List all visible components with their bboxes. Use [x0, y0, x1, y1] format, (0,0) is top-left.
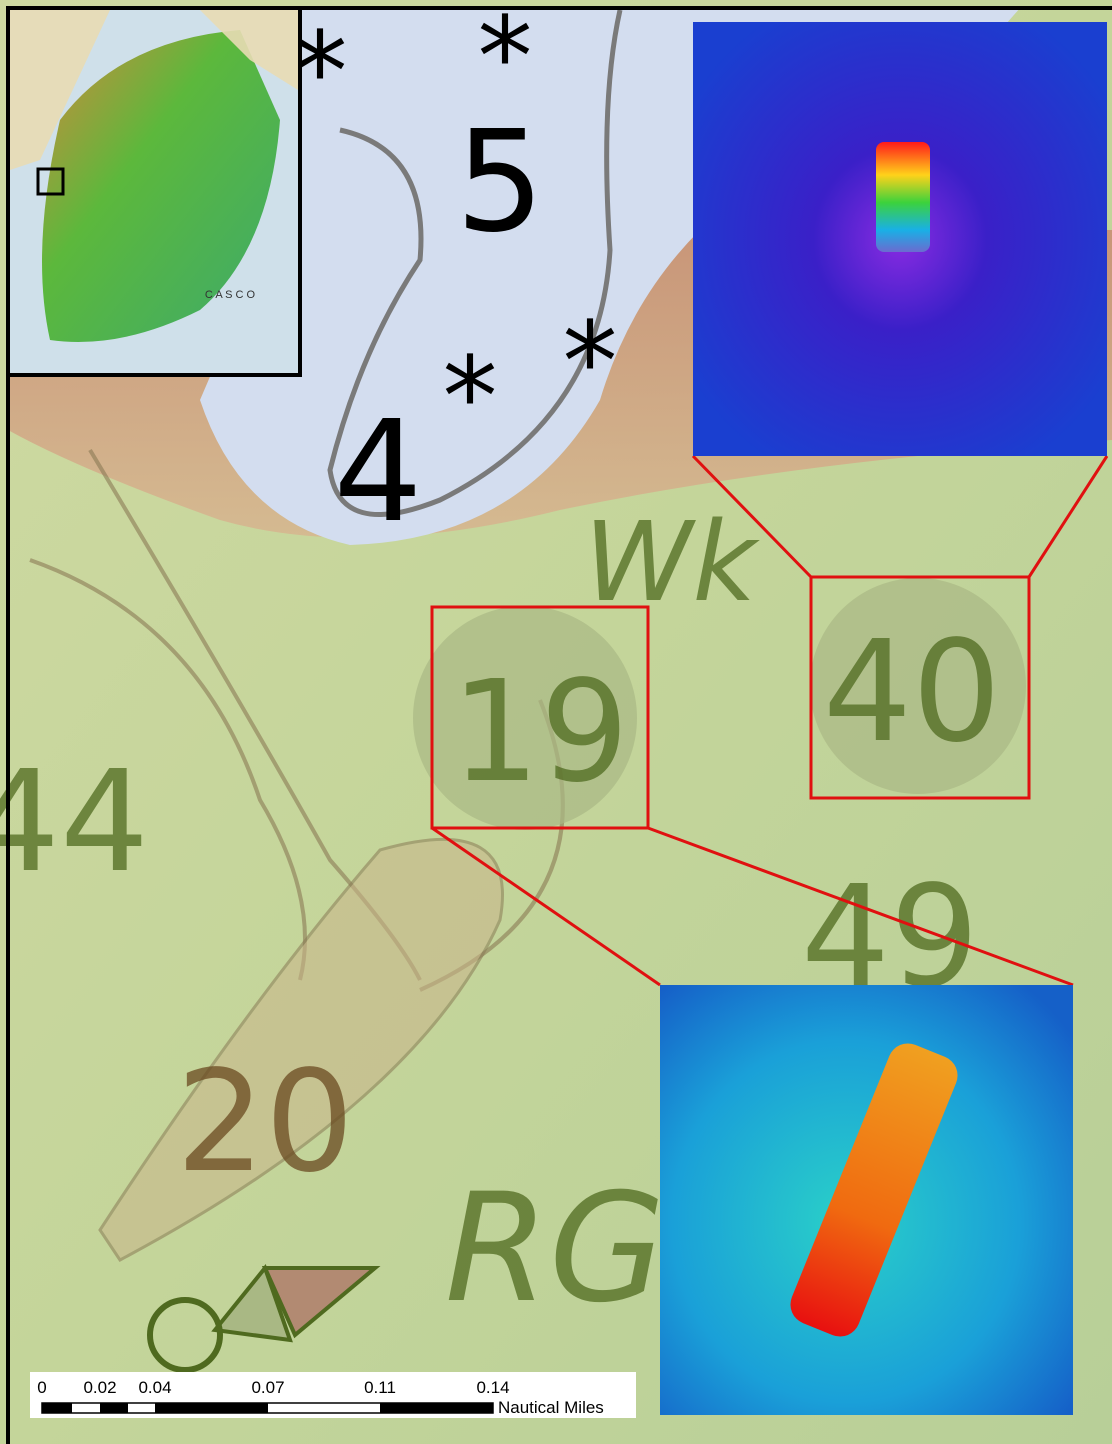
sonar-target [876, 142, 930, 252]
sounding: 5 [455, 101, 544, 264]
scale-label: 0.11 [364, 1378, 396, 1397]
scale-segment [155, 1403, 268, 1413]
scale-bar [42, 1403, 493, 1413]
scale-unit: Nautical Miles [498, 1398, 604, 1417]
sounding: 4 [333, 391, 422, 554]
scale-label: 0 [37, 1378, 46, 1397]
map: 5 4 19 40 44 49 20 Wk RG * * * * C A S C… [0, 0, 1112, 1444]
area-label: RG [445, 1162, 665, 1336]
sounding: 19 [451, 651, 629, 814]
scale-label: 0.04 [138, 1378, 171, 1397]
scale-label: 0.02 [83, 1378, 116, 1397]
sounding: 20 [176, 1041, 354, 1204]
scale-segment [42, 1403, 72, 1413]
page: {"map_labels": {"soundings": ["5", "4", … [0, 0, 1112, 1444]
inset-label: C A S C O [205, 289, 256, 301]
scale-label: 0.07 [251, 1378, 284, 1397]
scale-segment [380, 1403, 493, 1413]
scale-segment [100, 1403, 128, 1413]
sounding: 44 [0, 741, 149, 904]
sounding: 40 [823, 611, 1001, 774]
rock-symbol: * [443, 333, 498, 461]
rock-symbol: * [563, 298, 618, 426]
scale-label: 0.14 [476, 1378, 509, 1397]
rock-symbol: * [478, 0, 533, 121]
